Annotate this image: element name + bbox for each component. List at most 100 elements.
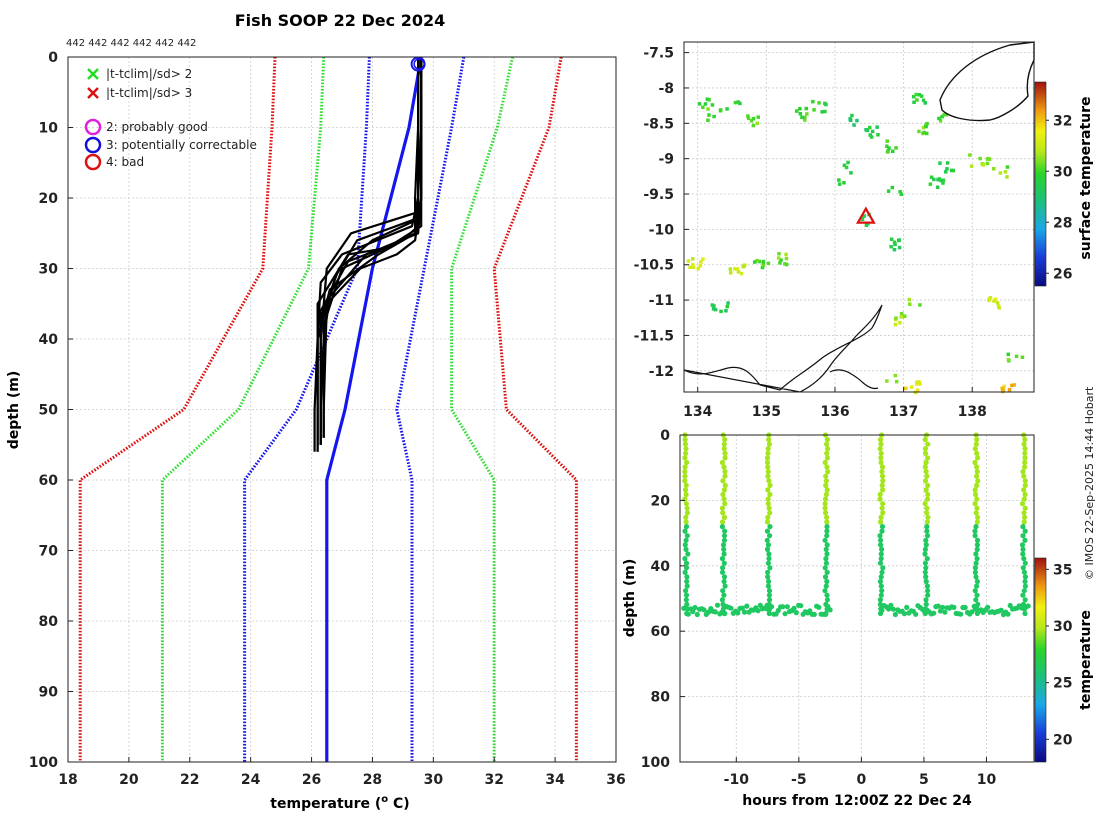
- section-point: [880, 510, 886, 516]
- map-y-tick-label: -8: [658, 81, 674, 97]
- sst-pixel: [917, 93, 922, 97]
- sst-pixel: [698, 264, 703, 268]
- sst-pixel: [784, 256, 789, 261]
- section-point: [719, 524, 726, 530]
- x-tick-label: 20: [119, 772, 139, 788]
- section-point: [739, 605, 745, 611]
- section-point: [940, 604, 946, 610]
- section-point: [886, 606, 892, 612]
- section-point: [823, 610, 829, 617]
- section-point: [1022, 505, 1028, 511]
- section-point: [765, 514, 771, 521]
- section-point: [721, 464, 727, 470]
- section-point: [1021, 569, 1027, 575]
- section-point: [924, 528, 930, 534]
- section-point: [878, 519, 884, 525]
- coastline-australia: [683, 304, 883, 393]
- sst-pixel: [886, 189, 891, 193]
- legend: |t-tclim|/sd> 2 |t-tclim|/sd> 3 2: probabl…: [84, 67, 257, 171]
- section-point: [974, 583, 980, 589]
- section-point: [878, 455, 884, 461]
- section-point: [880, 487, 886, 493]
- section-point: [720, 510, 726, 516]
- section-point: [824, 514, 830, 521]
- section-point: [877, 437, 884, 443]
- sst-pixel: [688, 265, 692, 269]
- section-point: [791, 605, 797, 611]
- sst-pixel: [898, 321, 902, 325]
- section-point: [1005, 611, 1011, 617]
- sst-pixel: [860, 217, 865, 221]
- section-point: [684, 533, 690, 539]
- sst-pixel: [885, 150, 890, 154]
- section-point: [922, 478, 929, 484]
- section-x-tick-label: -10: [724, 772, 750, 788]
- sst-pixel: [876, 133, 880, 137]
- y-tick-label: 80: [39, 614, 59, 630]
- sst-pixel: [1005, 175, 1009, 179]
- section-point: [974, 537, 981, 543]
- climatology-mean+2sd-line: [450, 56, 514, 762]
- section-point: [975, 478, 981, 484]
- sst-pixel: [932, 177, 936, 182]
- map-x-tick-label: 138: [958, 404, 987, 420]
- sst-pixel: [778, 261, 782, 265]
- section-point: [974, 473, 980, 479]
- sst-pixel: [889, 237, 894, 241]
- section-point: [766, 597, 773, 603]
- sst-pixel: [725, 304, 729, 309]
- section-point: [824, 450, 830, 456]
- section-point: [766, 601, 772, 608]
- sst-pixel: [1007, 388, 1012, 392]
- section-point: [822, 505, 828, 511]
- legend-label: 3: potentially correctable: [106, 138, 257, 152]
- sst-pixel: [710, 103, 715, 107]
- section-point: [793, 610, 799, 616]
- section-point: [974, 482, 980, 488]
- sst-pixel: [897, 245, 902, 250]
- section-point: [719, 519, 726, 525]
- section-point: [1022, 578, 1028, 585]
- section-point: [824, 441, 830, 447]
- section-point: [823, 583, 829, 589]
- section-point: [877, 496, 883, 502]
- sst-pixel: [894, 146, 898, 150]
- section-point: [880, 565, 886, 571]
- climatology-mean-3sd-line: [78, 56, 277, 762]
- map-x-tick-label: 135: [752, 404, 781, 420]
- sst-pixel: [912, 95, 916, 99]
- section-point: [972, 459, 978, 466]
- sst-pixel: [969, 164, 974, 168]
- map-x-tick-label: 134: [683, 404, 712, 420]
- temperature-colorbar-tick-label: 25: [1053, 676, 1072, 692]
- sst-pixel: [718, 109, 723, 113]
- sst-pixel: [735, 267, 740, 271]
- legend-label: 2: probably good: [106, 120, 208, 134]
- section-point: [1022, 446, 1028, 452]
- sst-pixel: [941, 178, 946, 182]
- section-point: [721, 574, 728, 580]
- section-point: [682, 569, 688, 575]
- section-point: [720, 588, 726, 594]
- section-point: [1022, 482, 1028, 488]
- section-point: [974, 519, 981, 525]
- section-point: [877, 533, 883, 539]
- section-point: [722, 528, 728, 534]
- section-point: [684, 606, 690, 612]
- sst-pixel: [940, 114, 944, 119]
- sst-pixel: [733, 267, 737, 271]
- section-point: [721, 496, 727, 502]
- section-point: [735, 610, 741, 616]
- section-point: [1022, 450, 1028, 456]
- sst-pixel: [938, 161, 942, 165]
- section-point: [973, 574, 979, 580]
- sst-pixel: [1006, 352, 1010, 357]
- section-point: [1022, 514, 1028, 521]
- sst-pixel: [697, 102, 702, 106]
- sst-pixel: [804, 106, 808, 111]
- sst-pixel: [837, 182, 842, 186]
- sst-pixel: [724, 309, 728, 313]
- section-point: [923, 469, 929, 475]
- section-point: [925, 482, 931, 488]
